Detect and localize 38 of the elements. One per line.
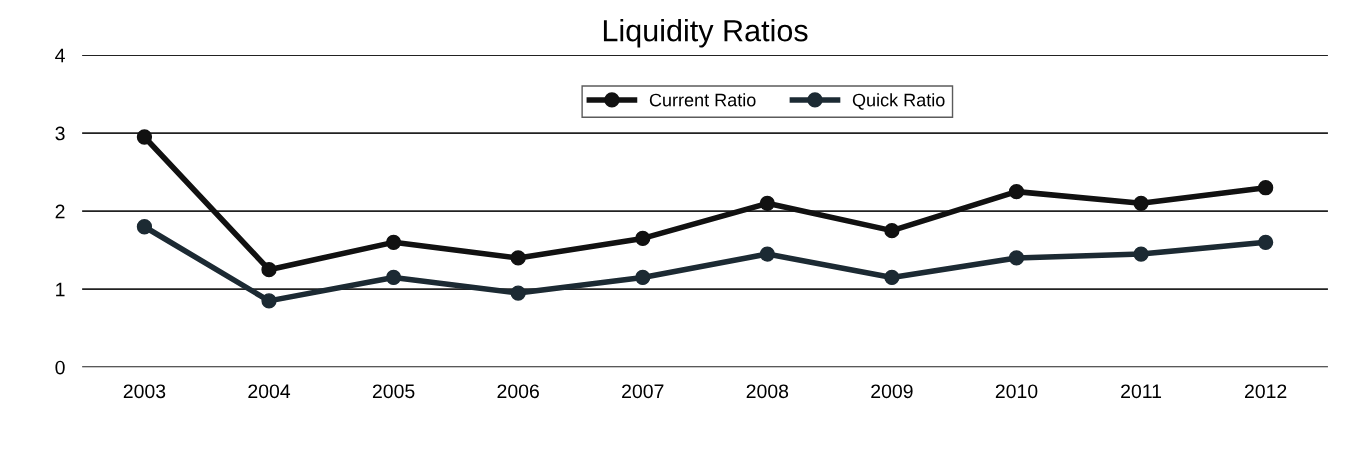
point bbox=[1258, 234, 1274, 250]
point bbox=[884, 269, 900, 286]
point bbox=[385, 234, 402, 250]
x-tick-label: 2009 bbox=[871, 384, 913, 399]
x-tick-label: 2003 bbox=[123, 384, 166, 399]
x-tick-label: 2005 bbox=[372, 384, 415, 399]
point bbox=[1133, 195, 1149, 211]
point bbox=[510, 250, 526, 266]
y-tick-label: 1 bbox=[56, 282, 65, 297]
x-tick-label: 2004 bbox=[248, 384, 291, 399]
point bbox=[1008, 250, 1025, 266]
point bbox=[136, 129, 153, 145]
y-tick-label: 3 bbox=[55, 126, 65, 141]
chart-title: Liquidity Ratios bbox=[603, 19, 808, 48]
point bbox=[261, 262, 277, 278]
x-tick-label: 2007 bbox=[622, 384, 664, 399]
y-tick-label: 2 bbox=[55, 204, 65, 219]
x-tick-label: 2010 bbox=[995, 384, 1038, 399]
point bbox=[759, 195, 775, 211]
point bbox=[1008, 183, 1025, 200]
point bbox=[261, 293, 277, 309]
point bbox=[759, 246, 775, 262]
point bbox=[884, 223, 900, 239]
point bbox=[635, 230, 651, 247]
point bbox=[510, 285, 526, 301]
x-tick-label: 2006 bbox=[497, 384, 539, 399]
legend-label: Quick Ratio bbox=[852, 93, 945, 110]
point bbox=[136, 219, 153, 235]
y-tick-label: 0 bbox=[55, 360, 65, 375]
point bbox=[635, 269, 651, 286]
point bbox=[1258, 180, 1274, 196]
point bbox=[385, 269, 402, 286]
x-tick-label: 2008 bbox=[746, 384, 789, 399]
legend-label: Current Ratio bbox=[649, 93, 756, 107]
point bbox=[1133, 246, 1149, 262]
y-tick-label: 4 bbox=[55, 48, 65, 63]
x-tick-label: 2011 bbox=[1121, 384, 1162, 399]
x-tick-label: 2012 bbox=[1244, 384, 1287, 399]
